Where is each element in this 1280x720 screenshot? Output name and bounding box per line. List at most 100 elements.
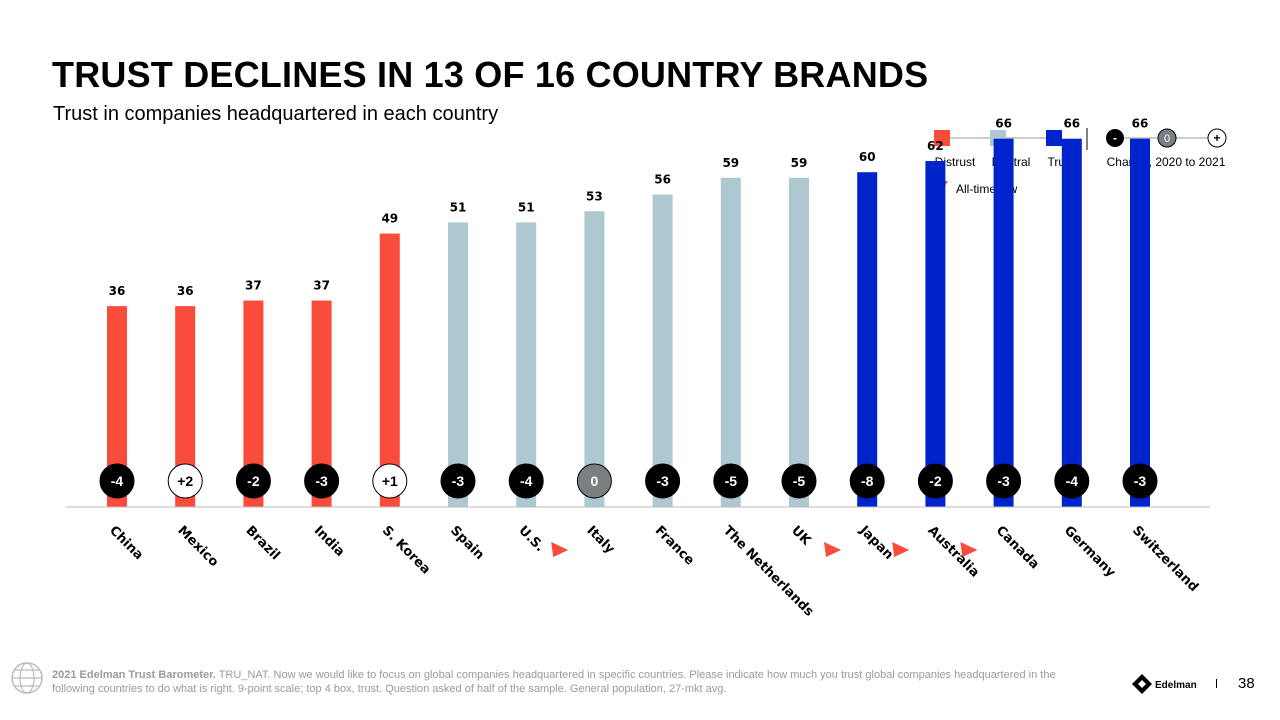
legend-change-zero-text: 0 <box>1164 133 1170 145</box>
change-label-1: +2 <box>177 473 193 489</box>
bar-11 <box>857 172 878 507</box>
change-circle-7 <box>576 463 612 499</box>
page-subtitle: Trust in companies headquartered in each… <box>53 103 499 125</box>
bars-layer: 36 -4 China 36 +2 Mexico 37 -2 Brazil 37 -3 India 49… <box>99 117 1201 620</box>
all-time-low-marker-icon-12 <box>960 542 978 557</box>
bar-9 <box>720 177 741 507</box>
bar-value-label-13: 66 <box>995 117 1012 131</box>
change-circle-13 <box>986 463 1022 499</box>
x-tick-label-15: Switzerland <box>1129 523 1201 595</box>
bar-value-label-15: 66 <box>1132 117 1149 131</box>
change-label-9: -5 <box>725 473 738 489</box>
change-label-7: 0 <box>591 473 599 489</box>
x-tick-label-5: Spain <box>447 523 487 563</box>
bar-10 <box>789 177 809 507</box>
change-label-11: -8 <box>861 473 874 489</box>
change-label-2: -2 <box>247 473 260 489</box>
x-tick-label-6: U.S. <box>515 523 547 555</box>
change-circle-11 <box>849 463 885 499</box>
bar-value-label-10: 59 <box>791 156 808 170</box>
footer-source-note: 2021 Edelman Trust Barometer. TRU_NAT. N… <box>52 668 1062 696</box>
change-label-14: -4 <box>1066 473 1079 489</box>
page-number: 38 <box>1238 675 1255 692</box>
legend-change-minus-text: - <box>1113 131 1117 145</box>
x-tick-label-12: Australia <box>925 523 982 580</box>
change-label-4: +1 <box>382 473 398 489</box>
bar-value-label-11: 60 <box>859 150 876 164</box>
change-circle-8 <box>645 463 681 499</box>
bar-value-label-7: 53 <box>586 189 603 203</box>
x-tick-label-13: Canada <box>993 523 1042 572</box>
bar-3 <box>311 300 332 507</box>
change-label-5: -3 <box>452 473 465 489</box>
legend-change-plus-text: + <box>1213 131 1220 145</box>
bar-4 <box>379 233 400 507</box>
change-circle-5 <box>440 463 476 499</box>
legend-change-plus-circle <box>1207 128 1227 148</box>
change-label-12: -2 <box>929 473 942 489</box>
x-tick-label-10: UK <box>788 523 814 549</box>
bar-8 <box>652 194 673 507</box>
x-tick-label-14: Germany <box>1061 523 1119 581</box>
footer-source-text: TRU_NAT. Now we would like to focus on g… <box>52 669 1056 695</box>
bar-value-label-14: 66 <box>1063 117 1080 131</box>
bar-value-label-0: 36 <box>109 284 126 298</box>
change-circle-14 <box>1054 463 1090 499</box>
bar-7 <box>584 211 605 507</box>
change-label-13: -3 <box>997 473 1010 489</box>
legend-change-label: Change, 2020 to 2021 <box>1107 155 1226 169</box>
x-tick-label-4: S. Korea <box>379 523 433 577</box>
bar-value-label-1: 36 <box>177 284 194 298</box>
change-circle-2 <box>235 463 271 499</box>
x-tick-label-1: Mexico <box>174 523 221 570</box>
change-circle-3 <box>304 463 340 499</box>
change-label-8: -3 <box>656 473 669 489</box>
all-time-low-marker-icon-6 <box>551 542 569 557</box>
change-circle-15 <box>1122 463 1158 499</box>
change-label-0: -4 <box>111 473 124 489</box>
change-circle-12 <box>917 463 953 499</box>
bar-6 <box>516 222 537 508</box>
x-tick-label-3: India <box>311 523 348 560</box>
legend-trust-swatch <box>1046 130 1062 146</box>
globe-icon <box>11 662 43 694</box>
x-tick-label-0: China <box>106 523 146 563</box>
bar-12 <box>925 161 946 508</box>
all-time-low-marker-icon-11 <box>892 542 910 557</box>
bar-value-label-8: 56 <box>654 173 671 187</box>
bar-14 <box>1061 138 1082 507</box>
bar-value-label-6: 51 <box>518 200 535 214</box>
bar-1 <box>175 306 196 507</box>
change-label-15: -3 <box>1134 473 1147 489</box>
bar-0 <box>107 306 127 507</box>
change-circle-4 <box>372 463 408 499</box>
change-circle-0 <box>99 463 135 499</box>
footer-source-bold: 2021 Edelman Trust Barometer. <box>52 669 216 681</box>
bar-value-label-9: 59 <box>722 156 739 170</box>
x-tick-label-2: Brazil <box>243 523 283 563</box>
x-tick-label-7: Italy <box>584 523 618 557</box>
page-number-divider <box>1216 679 1217 688</box>
page-title: TRUST DECLINES IN 13 OF 16 COUNTRY BRAND… <box>52 54 929 95</box>
bar-15 <box>1130 138 1150 507</box>
bar-5 <box>448 222 468 508</box>
bar-value-label-4: 49 <box>381 212 398 226</box>
bar-value-label-5: 51 <box>450 200 467 214</box>
change-label-6: -4 <box>520 473 533 489</box>
legend-change-minus-circle <box>1106 129 1124 147</box>
all-time-low-marker-icon-10 <box>824 542 841 557</box>
change-circle-10 <box>781 463 817 499</box>
x-tick-label-8: France <box>652 523 697 568</box>
change-circle-1 <box>167 463 203 499</box>
bar-value-label-12: 62 <box>927 139 944 153</box>
x-tick-label-11: Japan <box>856 523 896 563</box>
change-circle-9 <box>713 463 749 499</box>
change-label-10: -5 <box>793 473 806 489</box>
edelman-logo: Edelman <box>1132 674 1197 694</box>
bar-value-label-3: 37 <box>313 279 330 293</box>
bar-value-label-2: 37 <box>245 279 262 293</box>
trust-bar-chart: Distrust Neutral Trust - 0 + Change, 202… <box>66 117 1227 620</box>
bar-13 <box>993 138 1014 507</box>
bar-2 <box>243 300 264 507</box>
change-label-3: -3 <box>315 473 328 489</box>
